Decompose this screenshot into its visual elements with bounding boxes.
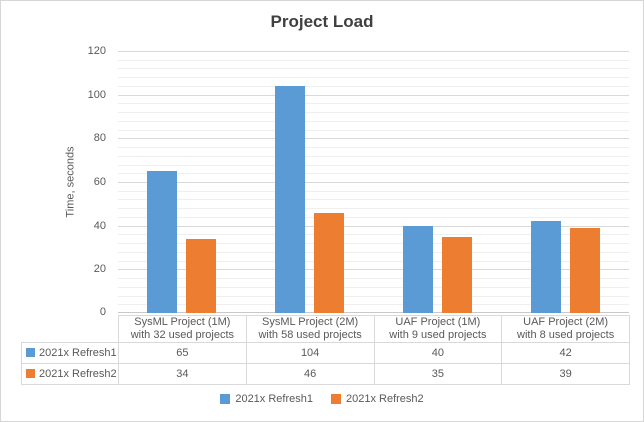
minor-gridline [118, 234, 629, 235]
legend-item: 2021x Refresh1 [220, 393, 313, 405]
minor-gridline [118, 60, 629, 61]
table-row: 2021x Refresh1 65 104 40 42 [21, 342, 630, 364]
y-tick-label: 20 [93, 263, 106, 275]
major-gridline [118, 51, 629, 52]
table-value-cell: 35 [373, 363, 503, 385]
major-gridline [118, 95, 629, 96]
legend-item: 2021x Refresh2 [331, 393, 424, 405]
minor-gridline [118, 165, 629, 166]
bar-s0-c1 [275, 86, 305, 313]
chart-title: Project Load [270, 12, 374, 31]
y-tick-label: 80 [93, 132, 106, 144]
major-gridline [118, 269, 629, 270]
table-value-cell: 104 [245, 342, 375, 364]
minor-gridline [118, 217, 629, 218]
series-key-cell: 2021x Refresh2 [21, 363, 119, 385]
data-table: SysML Project (1M) with 32 used projects… [21, 315, 630, 385]
y-axis-tick-labels: 0 20 40 60 80 100 120 [21, 45, 106, 318]
table-row: 2021x Refresh2 34 46 35 39 [21, 363, 630, 385]
major-gridline [118, 138, 629, 139]
minor-gridline [118, 252, 629, 253]
bar-s0-c3 [531, 221, 561, 313]
minor-gridline [118, 86, 629, 87]
category-header-cell: SysML Project (2M) with 58 used projects [245, 315, 375, 343]
legend: 2021x Refresh1 2021x Refresh2 [1, 393, 643, 405]
minor-gridline [118, 296, 629, 297]
table-value-cell: 42 [501, 342, 630, 364]
bar-s1-c3 [570, 228, 600, 313]
table-corner-cell [22, 316, 119, 343]
minor-gridline [118, 287, 629, 288]
table-value-cell: 65 [118, 342, 247, 364]
y-tick-label: 0 [99, 306, 106, 318]
bar-s1-c2 [442, 237, 472, 313]
minor-gridline [118, 261, 629, 262]
bar-s0-c0 [147, 171, 177, 313]
category-header-cell: SysML Project (1M) with 32 used projects [118, 315, 247, 343]
data-table-grid: SysML Project (1M) with 32 used projects… [21, 315, 630, 385]
category-header-cell: UAF Project (1M) with 9 used projects [373, 315, 503, 343]
y-tick-label: 40 [93, 220, 106, 232]
legend-swatch [220, 394, 231, 404]
minor-gridline [118, 77, 629, 78]
minor-gridline [118, 130, 629, 131]
table-value-cell: 39 [501, 363, 630, 385]
minor-gridline [118, 112, 629, 113]
major-gridline [118, 312, 629, 313]
y-tick-label: 120 [87, 45, 106, 57]
y-tick-label: 100 [87, 89, 106, 101]
series-color-swatch [26, 368, 35, 378]
minor-gridline [118, 243, 629, 244]
plot-area [118, 51, 629, 313]
category-header-cell: UAF Project (2M) with 8 used projects [501, 315, 630, 343]
minor-gridline [118, 191, 629, 192]
minor-gridline [118, 304, 629, 305]
y-tick-label: 60 [93, 176, 106, 188]
table-value-cell: 40 [373, 342, 503, 364]
series-key-cell: 2021x Refresh1 [21, 342, 119, 364]
bar-s0-c2 [403, 226, 433, 313]
minor-gridline [118, 121, 629, 122]
minor-gridline [118, 199, 629, 200]
minor-gridline [118, 278, 629, 279]
table-value-cell: 34 [118, 363, 247, 385]
legend-label: 2021x Refresh2 [346, 393, 424, 405]
minor-gridline [118, 68, 629, 69]
major-gridline [118, 226, 629, 227]
major-gridline [118, 182, 629, 183]
minor-gridline [118, 147, 629, 148]
minor-gridline [118, 208, 629, 209]
minor-gridline [118, 156, 629, 157]
table-value-cell: 46 [245, 363, 375, 385]
legend-label: 2021x Refresh1 [235, 393, 313, 405]
bar-s1-c0 [186, 239, 216, 313]
bar-s1-c1 [314, 213, 344, 313]
legend-swatch [331, 394, 341, 404]
minor-gridline [118, 173, 629, 174]
minor-gridline [118, 103, 629, 104]
series-color-swatch [26, 347, 35, 357]
